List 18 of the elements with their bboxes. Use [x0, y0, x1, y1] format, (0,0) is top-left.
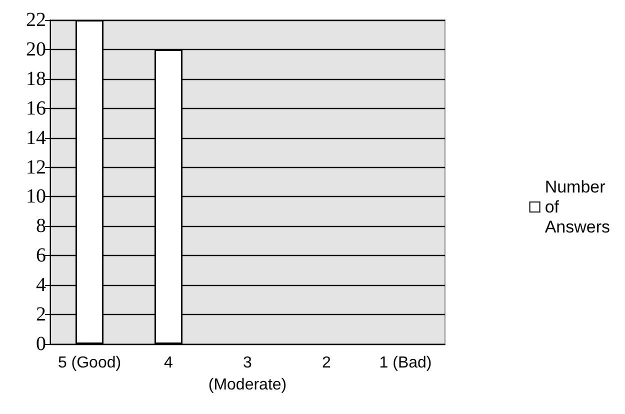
y-tick-label: 12: [26, 156, 46, 178]
x-tick-label: 3 (Moderate): [208, 354, 287, 394]
legend-label: Number of Answers: [544, 178, 610, 236]
y-tick-label: 0: [36, 333, 46, 355]
x-tick-label: 4: [164, 354, 174, 372]
y-tick-label: 4: [36, 274, 46, 296]
x-tick-label: 1 (Bad): [379, 354, 432, 372]
y-tick-label: 14: [26, 126, 46, 149]
y-tick-label: 16: [26, 97, 46, 120]
y-tick-label: 8: [36, 215, 46, 238]
x-tick-label: 5 (Good): [58, 354, 122, 372]
y-tick-label: 22: [26, 9, 46, 31]
x-tick-label: 2: [322, 354, 332, 372]
y-tick-label: 18: [26, 68, 46, 90]
y-tick-label: 6: [36, 244, 46, 267]
y-tick-label: 2: [36, 304, 46, 326]
y-tick-label: 10: [26, 186, 46, 208]
y-tick-label: 20: [26, 38, 46, 60]
